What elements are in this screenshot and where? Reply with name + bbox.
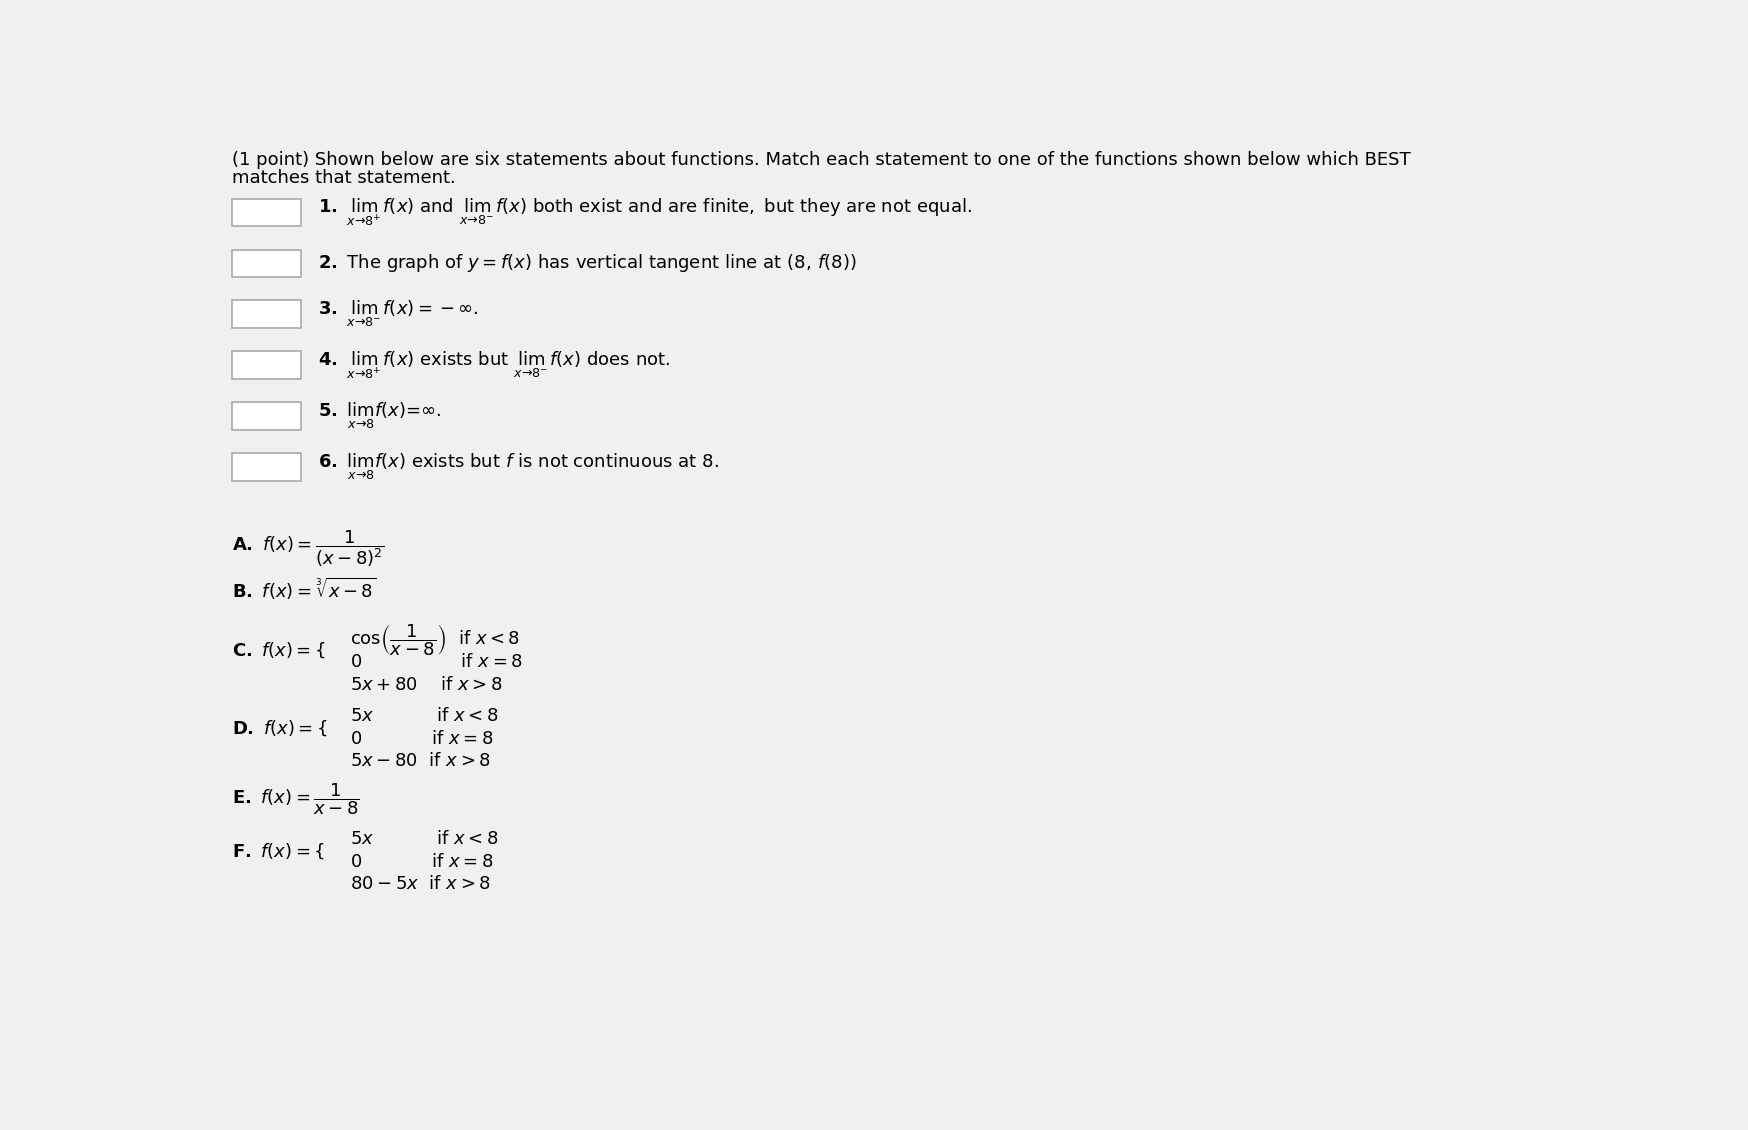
Text: $5x - 80\ \ \mathrm{if}\ x > 8$: $5x - 80\ \ \mathrm{if}\ x > 8$ (350, 751, 491, 770)
Text: $\cos\!\left(\dfrac{1}{x-8}\right)\ \ \mathrm{if}\ x < 8$: $\cos\!\left(\dfrac{1}{x-8}\right)\ \ \m… (350, 623, 521, 658)
Text: $5x\ \ \ \ \ \ \ \ \ \ \ \mathrm{if}\ x < 8$: $5x\ \ \ \ \ \ \ \ \ \ \ \mathrm{if}\ x … (350, 707, 498, 725)
FancyBboxPatch shape (232, 301, 301, 328)
Text: $\mathbf{1.}\ \lim_{x\to8^+} f(x)\ \mathrm{and}\ \lim_{x\to8^-} f(x)\ \mathrm{bo: $\mathbf{1.}\ \lim_{x\to8^+} f(x)\ \math… (318, 197, 972, 228)
Text: $\mathbf{D.}\ f(x) = \left\{\ \right.$: $\mathbf{D.}\ f(x) = \left\{\ \right.$ (232, 719, 329, 738)
Text: $\mathbf{E.}\ f(x) = \dfrac{1}{x-8}$: $\mathbf{E.}\ f(x) = \dfrac{1}{x-8}$ (232, 781, 360, 817)
FancyBboxPatch shape (232, 250, 301, 277)
Text: $0\ \ \ \ \ \ \ \ \ \ \ \ \ \ \ \ \ \mathrm{if}\ x = 8$: $0\ \ \ \ \ \ \ \ \ \ \ \ \ \ \ \ \ \mat… (350, 653, 523, 671)
Text: (1 point) Shown below are six statements about functions. Match each statement t: (1 point) Shown below are six statements… (232, 151, 1411, 170)
Text: $0\ \ \ \ \ \ \ \ \ \ \ \ \mathrm{if}\ x = 8$: $0\ \ \ \ \ \ \ \ \ \ \ \ \mathrm{if}\ x… (350, 853, 495, 871)
Text: $\mathbf{C.}\ f(x) = \left\{\ \right.$: $\mathbf{C.}\ f(x) = \left\{\ \right.$ (232, 641, 327, 660)
FancyBboxPatch shape (232, 402, 301, 429)
Text: $\mathbf{A.}\ f(x) = \dfrac{1}{(x-8)^2}$: $\mathbf{A.}\ f(x) = \dfrac{1}{(x-8)^2}$ (232, 529, 385, 570)
FancyBboxPatch shape (232, 351, 301, 379)
Text: matches that statement.: matches that statement. (232, 170, 456, 188)
Text: $\mathbf{5.}\ \lim_{x\to8} f(x) = \infty.$: $\mathbf{5.}\ \lim_{x\to8} f(x) = \infty… (318, 401, 440, 432)
Text: $\mathbf{4.}\ \lim_{x\to8^+} f(x)\ \mathrm{exists\ but}\ \lim_{x\to8^-} f(x)\ \m: $\mathbf{4.}\ \lim_{x\to8^+} f(x)\ \math… (318, 349, 669, 381)
Text: $\mathbf{2.}\ \mathrm{The\ graph\ of}\ y = f(x)\ \mathrm{has\ vertical\ tangent\: $\mathbf{2.}\ \mathrm{The\ graph\ of}\ y… (318, 252, 857, 275)
Text: $\mathbf{B.}\ f(x) = \sqrt[3]{x-8}$: $\mathbf{B.}\ f(x) = \sqrt[3]{x-8}$ (232, 576, 378, 602)
Text: $0\ \ \ \ \ \ \ \ \ \ \ \ \mathrm{if}\ x = 8$: $0\ \ \ \ \ \ \ \ \ \ \ \ \mathrm{if}\ x… (350, 730, 495, 748)
Text: $80 - 5x\ \ \mathrm{if}\ x > 8$: $80 - 5x\ \ \mathrm{if}\ x > 8$ (350, 875, 491, 893)
Text: $\mathbf{3.}\ \lim_{x\to8^-} f(x) = -\infty.$: $\mathbf{3.}\ \lim_{x\to8^-} f(x) = -\in… (318, 299, 479, 330)
FancyBboxPatch shape (232, 199, 301, 226)
Text: $5x\ \ \ \ \ \ \ \ \ \ \ \mathrm{if}\ x < 8$: $5x\ \ \ \ \ \ \ \ \ \ \ \mathrm{if}\ x … (350, 831, 498, 849)
Text: $5x + 80\ \ \ \ \mathrm{if}\ x > 8$: $5x + 80\ \ \ \ \mathrm{if}\ x > 8$ (350, 676, 503, 694)
Text: $\mathbf{F.}\ f(x) = \left\{\ \right.$: $\mathbf{F.}\ f(x) = \left\{\ \right.$ (232, 842, 325, 861)
Text: $\mathbf{6.}\ \lim_{x\to8} f(x)\ \mathrm{exists\ but}\ f\ \mathrm{is\ not\ conti: $\mathbf{6.}\ \lim_{x\to8} f(x)\ \mathrm… (318, 452, 718, 481)
FancyBboxPatch shape (232, 453, 301, 480)
